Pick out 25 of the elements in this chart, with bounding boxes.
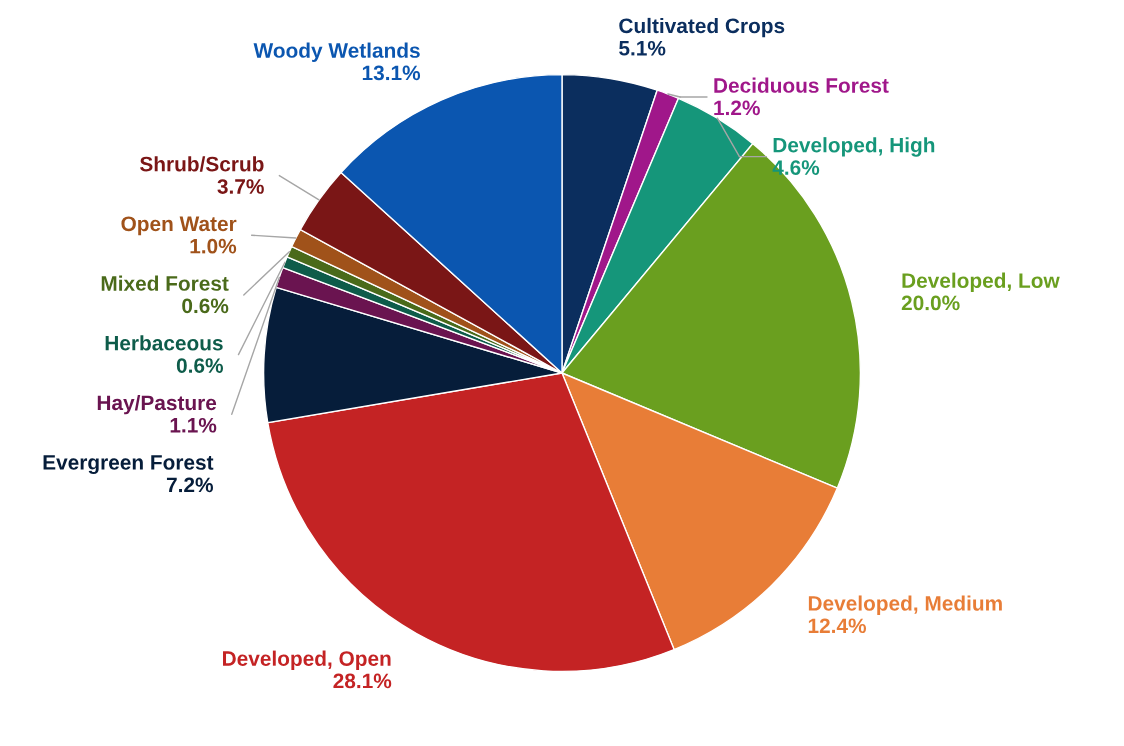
data-label: 1.1% — [170, 417, 217, 433]
slice-label: Cultivated Crops — [619, 17, 785, 38]
data-label: 0.6% — [182, 298, 229, 314]
slice-label: Evergreen Forest — [43, 455, 214, 474]
data-label: 7.2% — [166, 477, 213, 493]
data-label: 13.1% — [362, 65, 421, 81]
slice-label: Open Water — [121, 216, 237, 236]
data-label: 0.6% — [176, 358, 223, 373]
slice-label: Hay/Pasture — [97, 394, 217, 415]
data-label: 1.0% — [190, 238, 237, 254]
data-label: 3.7% — [217, 179, 264, 194]
slice-label: Herbaceous — [105, 335, 223, 351]
slice-label: Woody Wetlands — [253, 42, 420, 62]
data-label: 28.1% — [333, 673, 392, 689]
data-label: 1.2% — [714, 100, 760, 116]
slice-label: Developed, High — [773, 137, 935, 157]
data-label: 12.4% — [808, 618, 867, 634]
data-label: 20.0% — [901, 295, 960, 311]
slice-label: Developed, Low — [902, 272, 1060, 293]
slice-label: Deciduous Forest — [714, 77, 889, 93]
slice-label: Mixed Forest — [101, 275, 229, 291]
slice-label: Shrub/Scrub — [140, 156, 264, 172]
data-label: 5.1% — [619, 40, 666, 56]
slice-label: Developed, Open — [223, 650, 391, 671]
slice-label: Developed, Medium — [808, 595, 1002, 615]
